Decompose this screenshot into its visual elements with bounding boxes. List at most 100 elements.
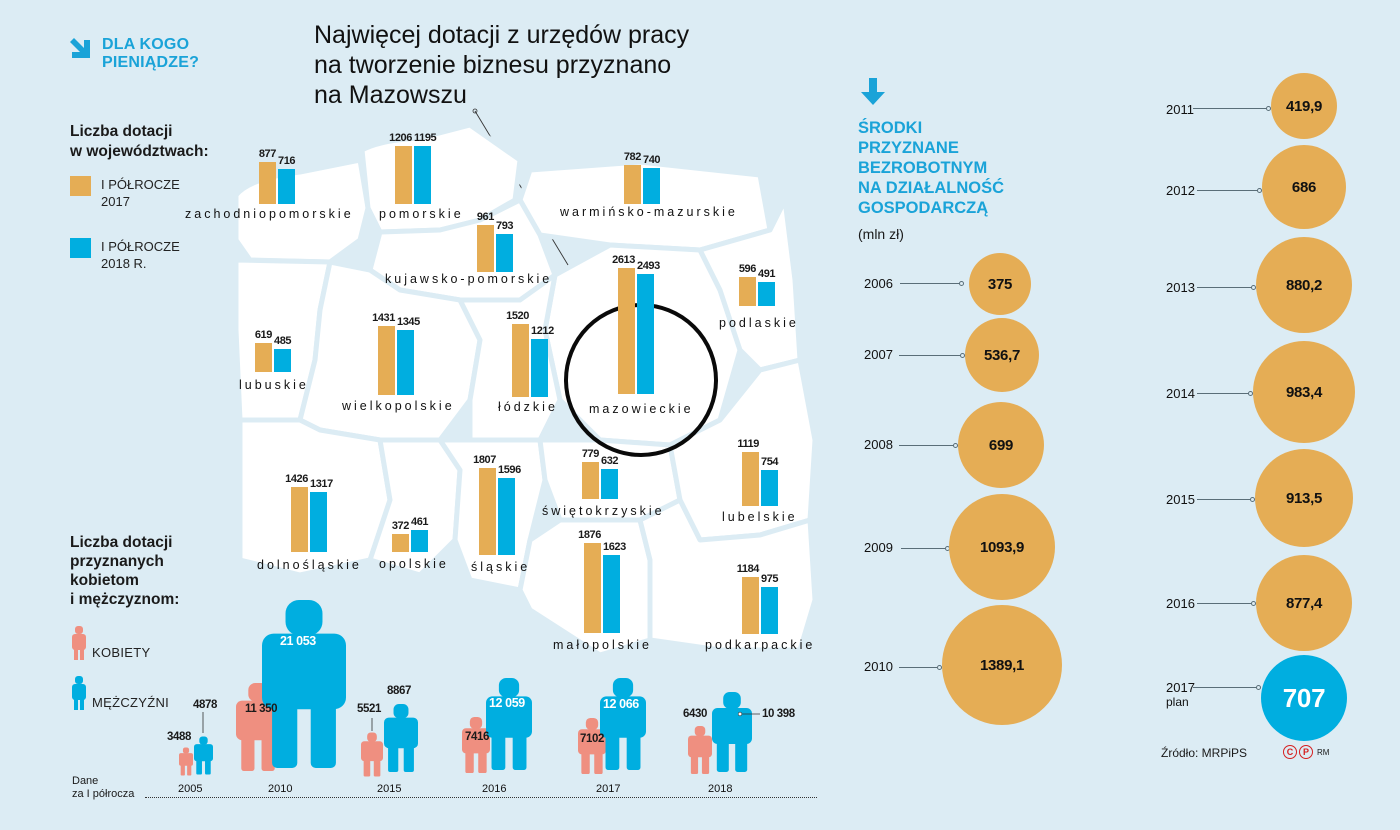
men-2010-value: 21 053 bbox=[280, 634, 316, 648]
bubble-2017-plan: 707 bbox=[1261, 655, 1347, 741]
arrow-down-right-icon bbox=[70, 38, 90, 58]
legend-title: Liczba dotacji w województwach: bbox=[70, 123, 209, 160]
bubble-year: 2009 bbox=[864, 540, 893, 555]
region-label: łódzkie bbox=[498, 400, 558, 414]
region-lodzkie: 1520 1212 bbox=[506, 310, 554, 397]
region-label: podkarpackie bbox=[705, 638, 816, 652]
copyright-marks: C P RM bbox=[1283, 745, 1329, 759]
bubble-2009: 1093,9 bbox=[949, 494, 1055, 600]
women-2010-value: 11 350 bbox=[245, 703, 278, 715]
legend-women: KOBIETY bbox=[72, 626, 150, 660]
page-title: Najwięcej dotacji z urzędów pracy na two… bbox=[314, 21, 690, 109]
region-label: małopolskie bbox=[553, 638, 653, 652]
copyright-icon: C bbox=[1283, 745, 1297, 759]
men-2018-value: 10 398 bbox=[762, 708, 795, 720]
region-zachodniopomorskie: 877 716 bbox=[259, 148, 299, 204]
bubble-2011: 419,9 bbox=[1271, 73, 1337, 139]
women-2017-value: 7102 bbox=[580, 733, 604, 745]
men-2017-value: 12 066 bbox=[603, 697, 639, 711]
legend-item-2017: I PÓŁROCZE 2017 bbox=[70, 176, 180, 210]
region-dolnoslaskie: 1426 1317 bbox=[285, 473, 333, 552]
region-slaskie: 1807 1596 bbox=[473, 454, 521, 555]
unit-label: (mln zł) bbox=[858, 226, 904, 242]
bar-2017: 877 bbox=[259, 148, 276, 204]
legend-swatch-orange bbox=[70, 176, 91, 196]
men-2016-value: 12 059 bbox=[489, 696, 525, 710]
bubble-year: 2007 bbox=[864, 347, 893, 362]
region-label: lubelskie bbox=[722, 510, 798, 524]
legend-swatch-blue bbox=[70, 238, 91, 258]
region-mazowieckie: 2613 2493 bbox=[612, 254, 660, 394]
women-2015-value: 5521 bbox=[357, 703, 381, 715]
region-label: warmińsko-mazurskie bbox=[560, 205, 738, 219]
region-label: świętokrzyskie bbox=[542, 504, 665, 518]
year-2015: 2015 bbox=[377, 783, 402, 795]
kicker-line-1: DLA KOGO bbox=[102, 36, 190, 53]
bubble-year: 2014 bbox=[1166, 386, 1195, 401]
year-2005: 2005 bbox=[178, 783, 203, 795]
bar-2018: 716 bbox=[278, 155, 296, 204]
arrow-down-icon bbox=[861, 78, 885, 105]
region-kujawsko-pomorskie: 961 793 bbox=[477, 211, 517, 272]
bubble-year: 2010 bbox=[864, 659, 893, 674]
legend-item-2018: I PÓŁROCZE 2018 R. bbox=[70, 238, 180, 272]
region-label: wielkopolskie bbox=[342, 399, 455, 413]
bubble-year: 2017 bbox=[1166, 680, 1195, 695]
bubble-2014: 983,4 bbox=[1253, 341, 1355, 443]
year-2010: 2010 bbox=[268, 783, 293, 795]
baseline-dotted bbox=[145, 797, 817, 798]
woman-icon bbox=[72, 626, 86, 660]
publishing-rights-icon: P bbox=[1299, 745, 1313, 759]
region-label: lubuskie bbox=[239, 378, 309, 392]
region-label: podlaskie bbox=[719, 316, 799, 330]
region-pomorskie: 1206 1195 bbox=[389, 132, 437, 204]
women-2016-value: 7416 bbox=[465, 731, 489, 743]
region-wielkopolskie: 1431 1345 bbox=[372, 312, 420, 395]
bubble-year: 2011 bbox=[1166, 102, 1194, 117]
region-label: mazowieckie bbox=[589, 402, 694, 416]
bubble-2008: 699 bbox=[958, 402, 1044, 488]
bubble-2007: 536,7 bbox=[965, 318, 1039, 392]
region-opolskie: 372 461 bbox=[392, 516, 432, 552]
bubble-year: 2012 bbox=[1166, 183, 1195, 198]
region-label: opolskie bbox=[379, 557, 449, 571]
region-warminsko-mazurskie: 782 740 bbox=[624, 151, 664, 204]
bubble-year: 2013 bbox=[1166, 280, 1195, 295]
right-panel-title: ŚRODKI PRZYZNANE BEZROBOTNYM NA DZIAŁALN… bbox=[858, 119, 1005, 217]
men-2005-value: 4878 bbox=[193, 699, 217, 711]
region-label: śląskie bbox=[471, 560, 531, 574]
region-podkarpackie: 1184 975 bbox=[737, 563, 782, 634]
man-icon bbox=[72, 676, 86, 710]
bubble-2010: 1389,1 bbox=[942, 605, 1062, 725]
region-malopolskie: 1876 1623 bbox=[578, 529, 626, 633]
year-2017: 2017 bbox=[596, 783, 621, 795]
bubble-year: 2008 bbox=[864, 437, 893, 452]
bubble-2013: 880,2 bbox=[1256, 237, 1352, 333]
year-2016: 2016 bbox=[482, 783, 507, 795]
women-2018-value: 6430 bbox=[683, 708, 707, 720]
region-lubuskie: 619 485 bbox=[255, 329, 295, 372]
bubble-year: 2006 bbox=[864, 276, 893, 291]
region-label: pomorskie bbox=[379, 207, 464, 221]
section-kicker: DLA KOGO PIENIĄDZE? bbox=[68, 36, 199, 72]
gender-section-title: Liczba dotacji przyznanych kobietom i mę… bbox=[70, 534, 180, 608]
bubble-year: 2015 bbox=[1166, 492, 1195, 507]
legend-men: MĘŻCZYŹNI bbox=[72, 676, 169, 710]
kicker-line-2: PIENIĄDZE? bbox=[102, 54, 200, 71]
region-podlaskie: 596 491 bbox=[739, 263, 779, 306]
bubble-2006: 375 bbox=[969, 253, 1031, 315]
bubble-year-plan: plan bbox=[1166, 695, 1189, 709]
bubble-2012: 686 bbox=[1262, 145, 1346, 229]
region-label: dolnośląskie bbox=[257, 558, 362, 572]
bubble-year: 2016 bbox=[1166, 596, 1195, 611]
source-note: Źródło: MRPiPS bbox=[1161, 746, 1248, 760]
bubble-2016: 877,4 bbox=[1256, 555, 1352, 651]
women-2005-value: 3488 bbox=[167, 731, 191, 743]
year-2018: 2018 bbox=[708, 783, 733, 795]
region-label: zachodniopomorskie bbox=[185, 207, 354, 221]
men-2015-value: 8867 bbox=[387, 685, 411, 697]
data-note: Dane za I półrocza bbox=[72, 775, 135, 800]
region-swietokrzyskie: 779 632 bbox=[582, 448, 622, 499]
region-label: kujawsko-pomorskie bbox=[385, 272, 553, 286]
bubble-2015: 913,5 bbox=[1255, 449, 1353, 547]
